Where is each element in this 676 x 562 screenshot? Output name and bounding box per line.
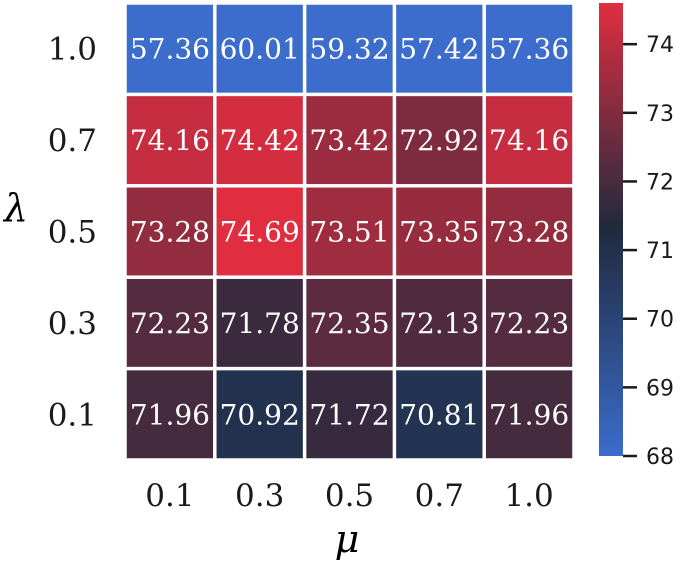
heatmap-cell — [126, 96, 214, 185]
cell-value-label: 73.35 — [399, 216, 479, 249]
cell-value-label: 70.92 — [220, 398, 300, 431]
cell-value-label: 57.42 — [399, 33, 479, 66]
heatmap-cell — [216, 96, 303, 185]
colorbar-ticks: 68 69 70 71 72 73 74 — [623, 33, 674, 470]
cell-value-label: 57.36 — [489, 33, 569, 66]
cell-value-label: 74.16 — [489, 124, 569, 157]
heatmap-cell — [396, 370, 483, 459]
cell-value-label: 71.96 — [489, 398, 569, 431]
heatmap-cell — [216, 278, 303, 367]
heatmap-cell — [396, 278, 483, 367]
cell-value-label: 72.23 — [489, 307, 569, 340]
cell-value-label: 73.51 — [309, 216, 389, 249]
heatmap-cell — [485, 96, 573, 185]
heatmap-cell — [396, 96, 483, 185]
cell-value-label: 73.28 — [489, 216, 569, 249]
cell-value-label: 71.96 — [130, 398, 210, 431]
x-tick-label: 0.1 — [145, 478, 194, 514]
heatmap-cell — [485, 4, 573, 93]
heatmap-cell — [126, 187, 214, 276]
heatmap-cell — [126, 278, 214, 367]
heatmap-cell — [396, 4, 483, 93]
heatmap-cell — [485, 278, 573, 367]
heatmap-cell — [126, 4, 214, 93]
cell-value-label: 72.92 — [399, 124, 479, 157]
x-tick-label: 0.3 — [235, 478, 284, 514]
cell-value-label: 73.42 — [309, 124, 389, 157]
cell-value-label: 73.28 — [130, 216, 210, 249]
x-tick-label: 0.5 — [325, 478, 374, 514]
heatmap-cell — [485, 187, 573, 276]
cell-value-label: 72.23 — [130, 307, 210, 340]
cell-value-label: 60.01 — [220, 33, 300, 66]
heatmap-cell — [396, 187, 483, 276]
colorbar — [599, 3, 623, 456]
y-tick-labels: 1.0 0.7 0.5 0.3 0.1 — [48, 32, 97, 434]
colorbar-tick-label: 70 — [646, 308, 674, 333]
x-tick-labels: 0.1 0.3 0.5 0.7 1.0 — [145, 478, 554, 514]
colorbar-tick-label: 71 — [646, 239, 674, 264]
heatmap-cell — [306, 370, 393, 459]
heatmap-cell — [306, 4, 393, 93]
y-tick-label: 0.7 — [48, 123, 97, 159]
y-tick-label: 0.1 — [48, 397, 97, 433]
heatmap-cell — [485, 370, 573, 459]
y-tick-label: 0.3 — [48, 306, 97, 342]
x-tick-label: 0.7 — [415, 478, 464, 514]
heatmap-cells: 57.36 60.01 59.32 57.42 57.36 74.16 74.42 73.42… — [126, 4, 573, 459]
y-tick-label: 0.5 — [48, 215, 97, 251]
heatmap-cell — [306, 278, 393, 367]
x-axis-label: μ — [335, 517, 360, 561]
x-tick-label: 1.0 — [504, 478, 553, 514]
cell-value-label: 72.13 — [399, 307, 479, 340]
cell-value-label: 74.42 — [220, 124, 300, 157]
cell-value-label: 74.69 — [220, 216, 300, 249]
cell-value-label: 70.81 — [399, 398, 479, 431]
colorbar-tick-label: 74 — [646, 33, 674, 58]
cell-value-label: 71.72 — [309, 398, 389, 431]
heatmap-cell — [306, 187, 393, 276]
heatmap-cell — [216, 4, 303, 93]
heatmap-cell — [126, 370, 214, 459]
y-axis-label: λ — [2, 186, 28, 230]
y-tick-label: 1.0 — [48, 32, 97, 68]
heatmap-cell — [216, 187, 303, 276]
colorbar-tick-label: 73 — [646, 102, 674, 127]
heatmap-cell — [216, 370, 303, 459]
cell-value-label: 57.36 — [130, 33, 210, 66]
cell-value-label: 74.16 — [130, 124, 210, 157]
colorbar-tick-label: 72 — [646, 170, 674, 195]
colorbar-tick-label: 68 — [646, 445, 674, 470]
cell-value-label: 72.35 — [309, 307, 389, 340]
cell-value-label: 59.32 — [309, 33, 389, 66]
colorbar-tick-label: 69 — [646, 376, 674, 401]
cell-value-label: 71.78 — [220, 307, 300, 340]
heatmap-cell — [306, 96, 393, 185]
